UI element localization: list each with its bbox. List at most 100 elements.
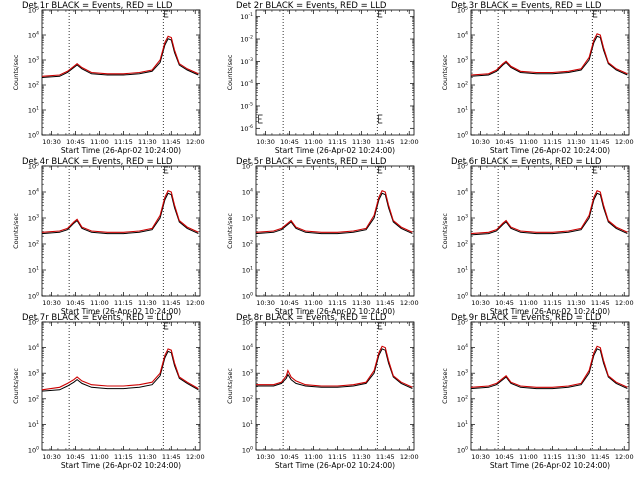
y-tick-label: 100 <box>457 446 468 455</box>
y-tick-label: 103 <box>457 214 468 223</box>
series-lld-line <box>256 345 413 388</box>
x-tick-label: 11:15 <box>328 453 347 461</box>
y-tick-label: 101 <box>457 420 468 429</box>
plot-frame <box>470 165 630 297</box>
y-tick-label: 104 <box>242 188 253 197</box>
y-tick-label: 101 <box>242 266 253 275</box>
x-tick-label: 12:00 <box>400 299 419 307</box>
x-axis-label: Start Time (26-Apr-02 10:24:00) <box>61 307 181 316</box>
panel-title: Det 4r BLACK = Events, RED = LLD <box>22 157 173 167</box>
x-tick-label: 11:00 <box>519 453 538 461</box>
y-tick-label: 103 <box>242 214 253 223</box>
y-tick-label: 104 <box>242 343 253 352</box>
series-events-line <box>256 192 413 235</box>
x-tick-label: 11:15 <box>114 299 133 307</box>
y-tick-label: 105 <box>28 318 39 327</box>
plot-frame <box>470 321 630 451</box>
x-tick-label: 10:45 <box>495 299 514 307</box>
x-tick-label: 11:15 <box>114 453 133 461</box>
x-tick-label: 11:30 <box>567 138 586 146</box>
y-tick-label: 100 <box>242 446 253 455</box>
series-events-line <box>42 192 199 235</box>
y-tick-label: 103 <box>457 369 468 378</box>
x-tick-label: 12:00 <box>186 138 205 146</box>
x-tick-label: 11:45 <box>162 138 181 146</box>
y-axis-label: Counts/sec <box>12 368 20 404</box>
x-tick-label: 12:00 <box>400 138 419 146</box>
series-lld-line <box>42 35 199 77</box>
y-tick-label: 10-5 <box>240 101 253 110</box>
x-tick-label: 10:45 <box>280 299 299 307</box>
x-axis-label: Start Time (26-Apr-02 10:24:00) <box>275 307 395 316</box>
y-tick-label: 105 <box>457 318 468 327</box>
x-tick-label: 10:30 <box>471 453 490 461</box>
x-tick-label: 10:30 <box>256 299 275 307</box>
y-tick-label: 102 <box>242 240 253 249</box>
series-events-line <box>42 350 199 392</box>
panel-det-9r: Det 9r BLACK = Events, RED = LLD 100 101 10… <box>441 313 634 470</box>
y-tick-label: 103 <box>28 56 39 65</box>
y-tick-label: 101 <box>28 420 39 429</box>
y-tick-label: 102 <box>457 240 468 249</box>
y-tick-label: 104 <box>457 31 468 40</box>
y-tick-label: 10-4 <box>240 79 253 88</box>
x-tick-label: 10:45 <box>280 138 299 146</box>
x-tick-label: 12:00 <box>186 453 205 461</box>
y-tick-label: 103 <box>28 214 39 223</box>
series-lld-line <box>42 348 199 391</box>
x-tick-label: 10:30 <box>42 138 61 146</box>
y-tick-label: 101 <box>457 106 468 115</box>
x-tick-label: 11:30 <box>352 138 371 146</box>
y-tick-label: 102 <box>457 81 468 90</box>
x-tick-label: 12:00 <box>186 299 205 307</box>
x-tick-label: 12:00 <box>615 453 634 461</box>
x-tick-label: 11:30 <box>138 299 157 307</box>
plot-frame <box>470 9 630 136</box>
x-tick-label: 10:30 <box>471 138 490 146</box>
y-tick-label: 102 <box>457 394 468 403</box>
x-tick-label: 11:00 <box>519 138 538 146</box>
panel-det-7r: Det 7r BLACK = Events, RED = LLD 100 101 10… <box>12 313 205 470</box>
panel-det-6r: Det 6r BLACK = Events, RED = LLD 100 101 10… <box>441 157 634 316</box>
panel-det-3r: Det 3r BLACK = Events, RED = LLD 100 101 10… <box>441 1 634 155</box>
y-tick-label: 104 <box>457 343 468 352</box>
y-axis-label: Counts/sec <box>441 368 449 404</box>
y-tick-label: 100 <box>28 446 39 455</box>
plot-frame <box>255 9 415 136</box>
x-axis-label: Start Time (26-Apr-02 10:24:00) <box>490 146 610 155</box>
x-tick-label: 11:45 <box>162 453 181 461</box>
y-tick-label: 10-1 <box>240 12 253 21</box>
panel-title: Det 3r BLACK = Events, RED = LLD <box>451 1 602 11</box>
x-tick-label: 11:30 <box>352 453 371 461</box>
panel-det-8r: Det 8r BLACK = Events, RED = LLD 100 101 10… <box>226 313 419 470</box>
x-tick-label: 11:45 <box>162 299 181 307</box>
y-tick-label: 104 <box>28 343 39 352</box>
panel-det-4r: Det 4r BLACK = Events, RED = LLD 100 101 10… <box>12 157 205 316</box>
series-lld-line <box>471 33 628 76</box>
y-tick-label: 105 <box>457 162 468 171</box>
y-tick-label: 104 <box>28 188 39 197</box>
x-tick-label: 10:45 <box>66 299 85 307</box>
x-tick-label: 11:30 <box>567 299 586 307</box>
y-tick-label: 104 <box>28 31 39 40</box>
x-axis-label: Start Time (26-Apr-02 10:24:00) <box>490 461 610 470</box>
x-tick-label: 11:30 <box>567 453 586 461</box>
y-tick-label: 10-2 <box>240 35 253 44</box>
series-events-line <box>471 35 628 77</box>
y-tick-label: 100 <box>28 131 39 140</box>
plot-frame <box>255 165 415 297</box>
y-tick-label: 105 <box>457 6 468 15</box>
x-tick-label: 10:45 <box>280 453 299 461</box>
x-tick-label: 11:15 <box>328 138 347 146</box>
y-axis-label: Counts/sec <box>12 54 20 90</box>
x-tick-label: 10:30 <box>256 453 275 461</box>
series-events-line <box>471 348 628 390</box>
x-tick-label: 10:30 <box>42 299 61 307</box>
x-tick-label: 12:00 <box>615 299 634 307</box>
y-tick-label: 105 <box>28 162 39 171</box>
y-tick-label: 102 <box>28 240 39 249</box>
x-tick-label: 11:45 <box>591 138 610 146</box>
x-tick-label: 11:45 <box>376 138 395 146</box>
y-tick-label: 104 <box>457 188 468 197</box>
